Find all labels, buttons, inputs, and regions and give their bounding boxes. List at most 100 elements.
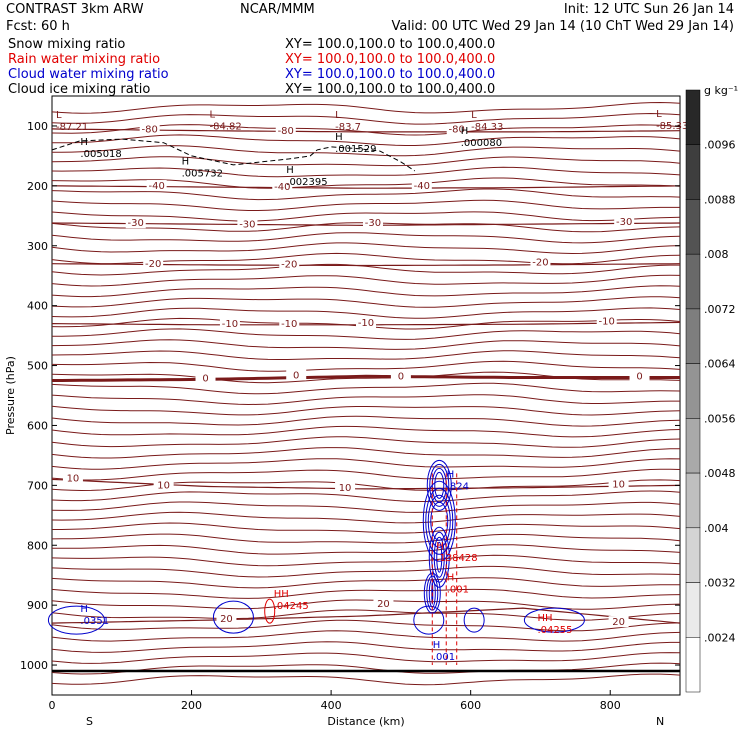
y-tick-label: 900 [27, 599, 48, 612]
contour-label: 10 [339, 483, 352, 494]
isotherm-line [51, 588, 681, 599]
extremum-value: -84.82 [210, 121, 242, 132]
rain-blob [264, 598, 276, 624]
colorbar-label: .0024 [704, 631, 736, 644]
isotherm-line [52, 522, 681, 534]
colorbar-bin [685, 253, 701, 310]
contour-label-bg [237, 218, 258, 230]
contour-label-bg [608, 616, 629, 628]
snow-contour [51, 138, 416, 172]
contour-label-bg [139, 123, 160, 135]
colorbar-label: .0048 [704, 467, 736, 480]
extremum-marker: H [433, 640, 441, 651]
contour-label: 20 [220, 614, 233, 625]
contour-label-bg [596, 315, 617, 327]
extremum-marker: H [182, 157, 190, 168]
valid-time: Valid: 00 UTC Wed 29 Jan 14 (10 ChT Wed … [392, 19, 734, 34]
colorbar-bin [685, 199, 701, 255]
isotherm-line [51, 599, 681, 610]
extremum-marker: H [461, 126, 469, 137]
contour-label-bg [373, 598, 394, 610]
isotherm-line [52, 134, 681, 146]
extremum-value: .005732 [182, 169, 223, 180]
contour-label-bg [411, 180, 432, 192]
cloud-water-ring [434, 471, 445, 499]
y-tick-label: 300 [27, 240, 48, 253]
axes [51, 125, 680, 695]
contour-label-bg [275, 124, 296, 136]
contour-label: 10 [67, 473, 80, 484]
labelled-contours [51, 123, 681, 628]
extremum-marker: L [656, 109, 662, 120]
isotherm-line [51, 232, 681, 244]
isotherm-line [51, 630, 681, 642]
colorbar-label: .0064 [704, 358, 736, 371]
contour-label-bg [629, 370, 650, 382]
contour-label-bg [335, 481, 356, 493]
y-tick-label: 500 [27, 360, 48, 373]
contour-label: -80 [278, 126, 294, 137]
isotherm-line [51, 609, 681, 621]
colorbar-label: .0088 [704, 193, 736, 206]
center-title: NCAR/MMM [240, 2, 315, 17]
x-tick-label: 600 [460, 699, 481, 712]
extremum-value: -84.33 [471, 122, 503, 133]
cloud-water-blob [212, 600, 254, 634]
extremum-marker: H [447, 469, 455, 480]
isotherm-line [51, 673, 681, 686]
legend-xy-1: XY= 100.0,100.0 to 100.0,400.0 [285, 52, 495, 67]
colorbar-bin [685, 144, 701, 200]
contour-label-bg [279, 317, 300, 329]
y-tick-label: 200 [27, 180, 48, 193]
colorbar-bin [685, 472, 701, 529]
contour-label: 0 [636, 372, 642, 383]
extremum-value: .001 [433, 652, 455, 663]
legend-xy-2: XY= 100.0,100.0 to 100.0,400.0 [285, 67, 495, 82]
x-tick-label: 800 [600, 699, 621, 712]
isotherm-line [51, 112, 681, 125]
extremum-marker: L [335, 110, 341, 121]
colorbar-unit: g kg⁻¹ [704, 84, 738, 97]
colorbar-bin [685, 89, 701, 145]
isotherm-line [51, 511, 681, 524]
contour-20 [51, 607, 681, 624]
contour-label: -40 [274, 182, 290, 193]
cloud-water-ring [426, 459, 452, 511]
contour-label-bg [272, 181, 293, 193]
contour-label: -30 [365, 218, 381, 229]
extremum-marker: H [447, 572, 455, 583]
isotherm-line [51, 101, 681, 114]
isotherm-line [51, 199, 680, 211]
contour-label: 0 [398, 372, 404, 383]
isotherm-line [51, 662, 681, 675]
y-tick-label: 400 [27, 300, 48, 313]
extremum-marker: HH [274, 589, 289, 600]
isotherm-line [51, 307, 681, 319]
cloud-water-ring [425, 487, 454, 555]
isotherm-line [51, 274, 681, 287]
isotherm-line [51, 554, 681, 567]
colorbar-label: .0096 [704, 139, 736, 152]
y-axis-label: Pressure (hPa) [4, 356, 17, 435]
contour-label-bg [614, 215, 635, 227]
contour-label-bg [216, 613, 237, 625]
x-axis-label: Distance (km) [327, 715, 404, 728]
legend-label-3: Cloud ice mixing ratio [8, 82, 150, 97]
contour-label-bg [195, 372, 216, 384]
isotherm-line [51, 425, 681, 438]
isotherm-line [51, 211, 681, 222]
extremum-marker: H [335, 132, 343, 143]
contour-label-bg [125, 217, 146, 229]
contour-label-bg [362, 217, 383, 229]
contour-0 [52, 374, 680, 382]
contour-label: 10 [612, 479, 625, 490]
extremum-marker: L [210, 109, 216, 120]
extremum-value: .005018 [80, 149, 121, 160]
isotherm-line [51, 501, 681, 513]
cloud-water-ring [430, 501, 449, 541]
isotherm-line [51, 415, 681, 427]
y-tick-label: 600 [27, 419, 48, 432]
cloud-water-ring [428, 526, 450, 588]
contour-label: -80 [142, 125, 158, 136]
x-tick-label: 400 [321, 699, 342, 712]
